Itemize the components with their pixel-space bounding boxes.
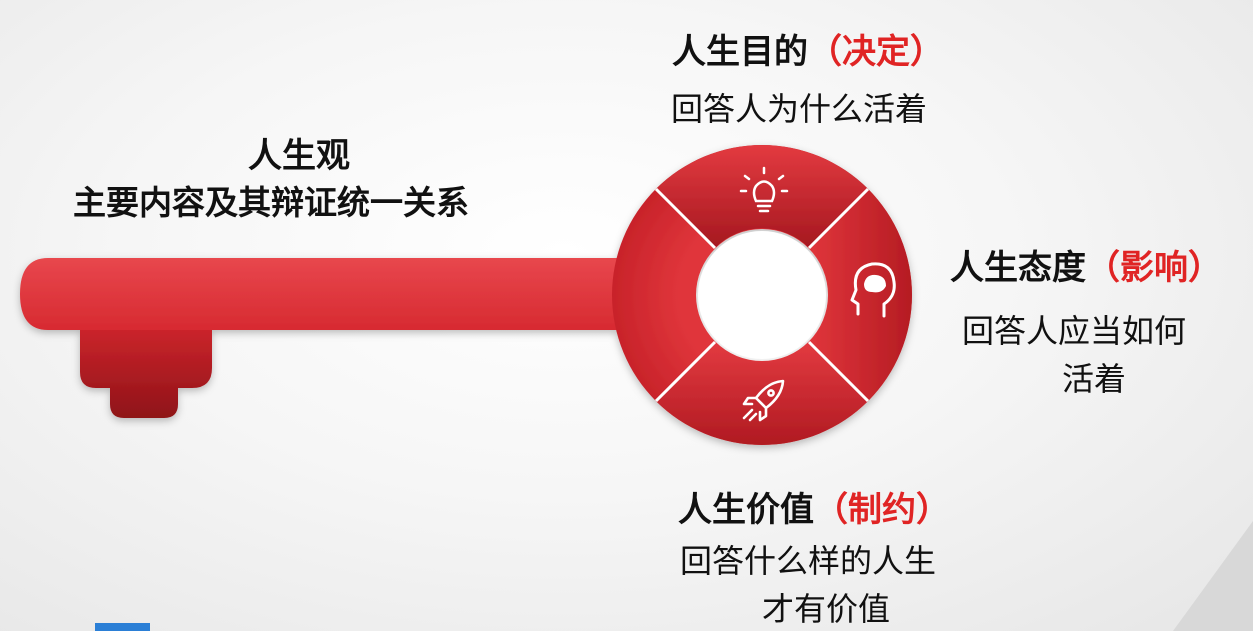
attitude-desc-line2: 活着 <box>1062 360 1127 398</box>
ring-dividers <box>654 187 870 403</box>
attitude-heading: 人生态度（影响） <box>950 240 1222 289</box>
purpose-title: 人生目的 <box>672 32 808 72</box>
ring-segment-top <box>656 145 868 248</box>
attitude-role: （影响） <box>1086 248 1222 288</box>
value-desc-line2: 才有价值 <box>762 590 891 628</box>
value-heading: 人生价值（制约） <box>678 482 950 531</box>
key-shaft <box>20 258 630 330</box>
attitude-title: 人生态度 <box>950 248 1086 288</box>
left-title: 人生观 <box>248 136 350 176</box>
corner-decoration <box>1173 521 1253 631</box>
ring-center-hole <box>698 231 826 359</box>
left-subtitle: 主要内容及其辩证统一关系 <box>73 183 469 222</box>
lightbulb-icon <box>739 166 789 213</box>
purpose-role: （决定） <box>808 32 944 72</box>
value-role: （制约） <box>814 490 950 530</box>
rocket-icon <box>742 379 785 422</box>
ring-segment-bottom <box>656 342 868 445</box>
key-teeth <box>80 320 212 418</box>
ring-segment-right <box>809 189 912 401</box>
value-desc-line1: 回答什么样的人生 <box>680 542 937 580</box>
purpose-desc: 回答人为什么活着 <box>671 90 928 128</box>
attitude-desc-line1: 回答人应当如何 <box>962 312 1187 350</box>
taskbar-button[interactable] <box>95 623 150 631</box>
head-brain-icon <box>850 262 896 318</box>
purpose-heading: 人生目的（决定） <box>672 24 944 73</box>
value-title: 人生价值 <box>678 490 814 530</box>
